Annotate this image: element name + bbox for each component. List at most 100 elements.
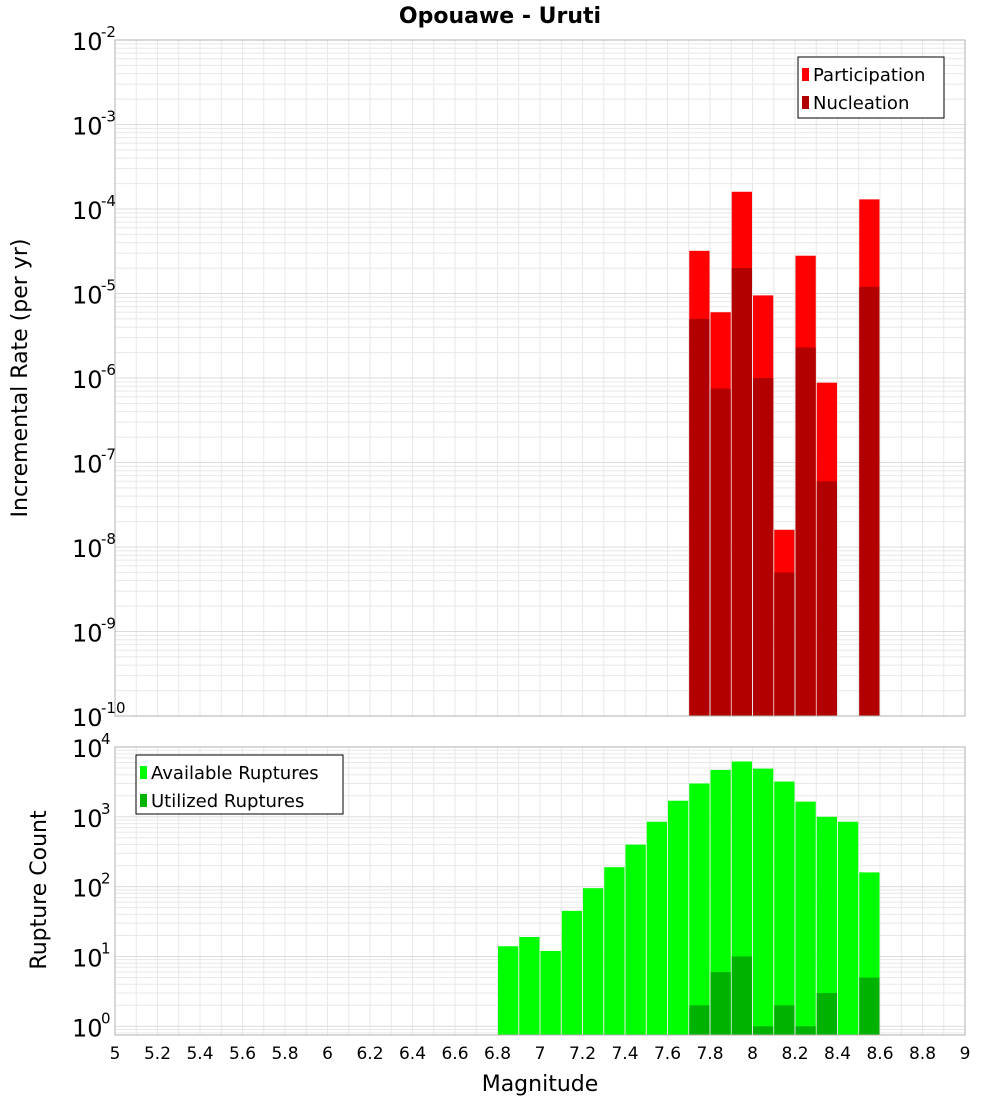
x-tick-label: 6.4 bbox=[399, 1044, 426, 1064]
x-tick-label: 7 bbox=[535, 1044, 546, 1064]
x-tick-labels: 5 5.2 5.4 5.6 5.8 6 6.2 6.4 6.6 6.8 7 7.2 7.4 7.6 7.8 8… bbox=[110, 1044, 971, 1064]
nucleation-bar bbox=[816, 481, 837, 716]
grid bbox=[114, 39, 966, 717]
legend-swatch bbox=[140, 766, 147, 779]
utilized-ruptures-bar bbox=[710, 971, 731, 1035]
utilized-ruptures-bar bbox=[731, 956, 752, 1035]
y-tick-exponent: -3 bbox=[101, 108, 116, 126]
available-ruptures-bar bbox=[583, 888, 604, 1035]
y-tick-exponent: 4 bbox=[101, 730, 111, 748]
x-tick-label: 8.6 bbox=[866, 1044, 893, 1064]
bars bbox=[498, 761, 880, 1035]
rate-plot-panel: 10-1010-910-810-710-610-510-410-310-2Par… bbox=[72, 23, 966, 732]
y-tick-label: 10 bbox=[72, 704, 103, 732]
x-axis-label: Magnitude bbox=[482, 1072, 599, 1097]
y-tick-label: 10 bbox=[72, 875, 103, 903]
y-tick-label: 10 bbox=[72, 1014, 103, 1042]
nucleation-bar bbox=[753, 378, 774, 716]
y-tick-exponent: -8 bbox=[101, 530, 116, 548]
available-ruptures-bar bbox=[710, 769, 731, 1035]
nucleation-bar bbox=[710, 388, 731, 716]
nucleation-bar bbox=[774, 572, 795, 716]
y-axis-label-top: Incremental Rate (per yr) bbox=[8, 239, 33, 518]
available-ruptures-bar bbox=[561, 910, 582, 1035]
utilized-ruptures-bar bbox=[774, 1005, 795, 1035]
available-ruptures-bar bbox=[646, 821, 667, 1035]
available-ruptures-bar bbox=[838, 821, 859, 1035]
x-tick-label: 8.2 bbox=[781, 1044, 808, 1064]
available-ruptures-bar bbox=[689, 783, 710, 1035]
x-tick-label: 6.8 bbox=[484, 1044, 511, 1064]
chart-title: Opouawe - Uruti bbox=[399, 4, 601, 29]
utilized-ruptures-bar bbox=[689, 1005, 710, 1035]
legend-entry: Nucleation bbox=[813, 93, 909, 114]
y-axis-label-bottom: Rupture Count bbox=[27, 810, 52, 970]
x-tick-label: 7.6 bbox=[654, 1044, 681, 1064]
y-tick-label: 10 bbox=[72, 735, 103, 763]
legend: Available Ruptures Utilized Ruptures bbox=[135, 754, 344, 815]
nucleation-bar bbox=[859, 286, 880, 716]
y-tick-exponent: -5 bbox=[101, 277, 116, 295]
x-tick-label: 9 bbox=[960, 1044, 971, 1064]
bars bbox=[689, 191, 880, 717]
legend: Participation Nucleation bbox=[797, 56, 945, 119]
x-tick-label: 6.2 bbox=[356, 1044, 383, 1064]
y-tick-exponent: -7 bbox=[101, 446, 116, 464]
x-tick-label: 6.6 bbox=[441, 1044, 468, 1064]
nucleation-bar bbox=[689, 318, 710, 716]
available-ruptures-bar bbox=[795, 801, 816, 1035]
y-tick-label: 10 bbox=[72, 944, 103, 972]
y-tick-label: 10 bbox=[72, 28, 103, 56]
available-ruptures-bar bbox=[604, 867, 625, 1035]
y-tick-label: 10 bbox=[72, 805, 103, 833]
available-ruptures-bar bbox=[625, 844, 646, 1035]
x-tick-label: 7.8 bbox=[696, 1044, 723, 1064]
available-ruptures-bar bbox=[498, 946, 519, 1035]
nucleation-bar bbox=[795, 347, 816, 716]
legend-entry: Available Ruptures bbox=[151, 763, 319, 784]
y-tick-label: 10 bbox=[72, 535, 103, 563]
x-tick-label: 8 bbox=[747, 1044, 758, 1064]
x-tick-label: 7.4 bbox=[611, 1044, 638, 1064]
y-tick-label: 10 bbox=[72, 197, 103, 225]
legend-swatch bbox=[802, 96, 809, 109]
x-tick-label: 5 bbox=[110, 1044, 121, 1064]
utilized-ruptures-bar bbox=[795, 1026, 816, 1035]
available-ruptures-bar bbox=[540, 950, 561, 1035]
x-tick-label: 5.2 bbox=[144, 1044, 171, 1064]
available-ruptures-bar bbox=[816, 816, 837, 1035]
y-tick-exponent: -4 bbox=[101, 192, 116, 210]
y-tick-exponent: 2 bbox=[101, 870, 111, 888]
x-tick-label: 5.4 bbox=[186, 1044, 213, 1064]
y-tick-exponent: -2 bbox=[101, 23, 116, 41]
y-tick-exponent: -6 bbox=[101, 361, 116, 379]
legend-entry: Utilized Ruptures bbox=[151, 791, 304, 812]
y-tick-label: 10 bbox=[72, 620, 103, 648]
y-tick-exponent: -9 bbox=[101, 615, 116, 633]
y-tick-label: 10 bbox=[72, 451, 103, 479]
x-tick-label: 7.2 bbox=[569, 1044, 596, 1064]
legend-entry: Participation bbox=[813, 65, 925, 86]
x-tick-label: 8.4 bbox=[824, 1044, 851, 1064]
legend-swatch bbox=[802, 68, 809, 81]
y-tick-label: 10 bbox=[72, 282, 103, 310]
y-tick-exponent: 1 bbox=[101, 939, 111, 957]
available-ruptures-bar bbox=[668, 800, 689, 1035]
y-tick-exponent: 0 bbox=[101, 1009, 111, 1027]
utilized-ruptures-bar bbox=[816, 992, 837, 1035]
available-ruptures-bar bbox=[753, 768, 774, 1035]
y-tick-exponent: 3 bbox=[101, 800, 111, 818]
utilized-ruptures-bar bbox=[859, 977, 880, 1035]
y-tick-label: 10 bbox=[72, 113, 103, 141]
y-tick-exponent: -10 bbox=[101, 699, 126, 717]
legend-swatch bbox=[140, 794, 147, 807]
x-tick-label: 5.8 bbox=[271, 1044, 298, 1064]
utilized-ruptures-bar bbox=[753, 1026, 774, 1035]
nucleation-bar bbox=[731, 268, 752, 716]
x-tick-label: 5.6 bbox=[229, 1044, 256, 1064]
y-tick-label: 10 bbox=[72, 366, 103, 394]
